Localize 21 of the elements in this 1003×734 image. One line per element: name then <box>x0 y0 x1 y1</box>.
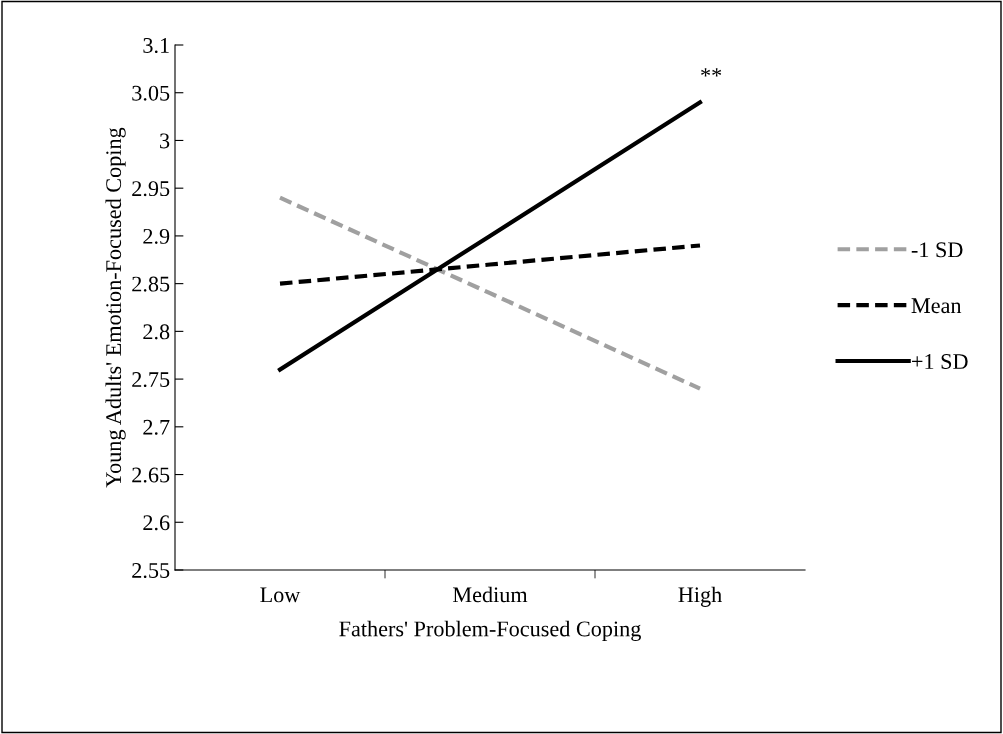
y-tick-label: 2.85 <box>132 276 170 292</box>
annotation: ** <box>701 68 722 77</box>
y-tick-label: 2.8 <box>143 324 170 340</box>
y-tick-label: 2.55 <box>132 562 170 579</box>
y-tick-label: 2.9 <box>143 228 170 244</box>
y-tick-label: 2.75 <box>132 372 170 388</box>
x-tick-label: High <box>678 586 722 607</box>
y-tick-label: 3.05 <box>132 85 170 101</box>
y-tick-label: 3 <box>160 133 170 149</box>
y-tick-label: 2.95 <box>132 181 170 197</box>
y-axis-title: Young Adults' Emotion-Focused Coping <box>105 127 126 488</box>
y-tick-label: 2.7 <box>143 419 170 435</box>
legend-label: -1 SD <box>911 242 963 258</box>
y-tick-label: 3.1 <box>143 37 169 54</box>
legend-label: Mean <box>911 298 962 314</box>
x-tick-label: Medium <box>452 586 528 603</box>
x-tick-label: Low <box>260 587 301 603</box>
y-tick-label: 2.65 <box>132 467 170 483</box>
y-tick-label: 2.6 <box>143 515 170 531</box>
legend-label: +1 SD <box>912 354 968 369</box>
x-axis-title: Fathers' Problem-Focused Coping <box>339 620 641 641</box>
